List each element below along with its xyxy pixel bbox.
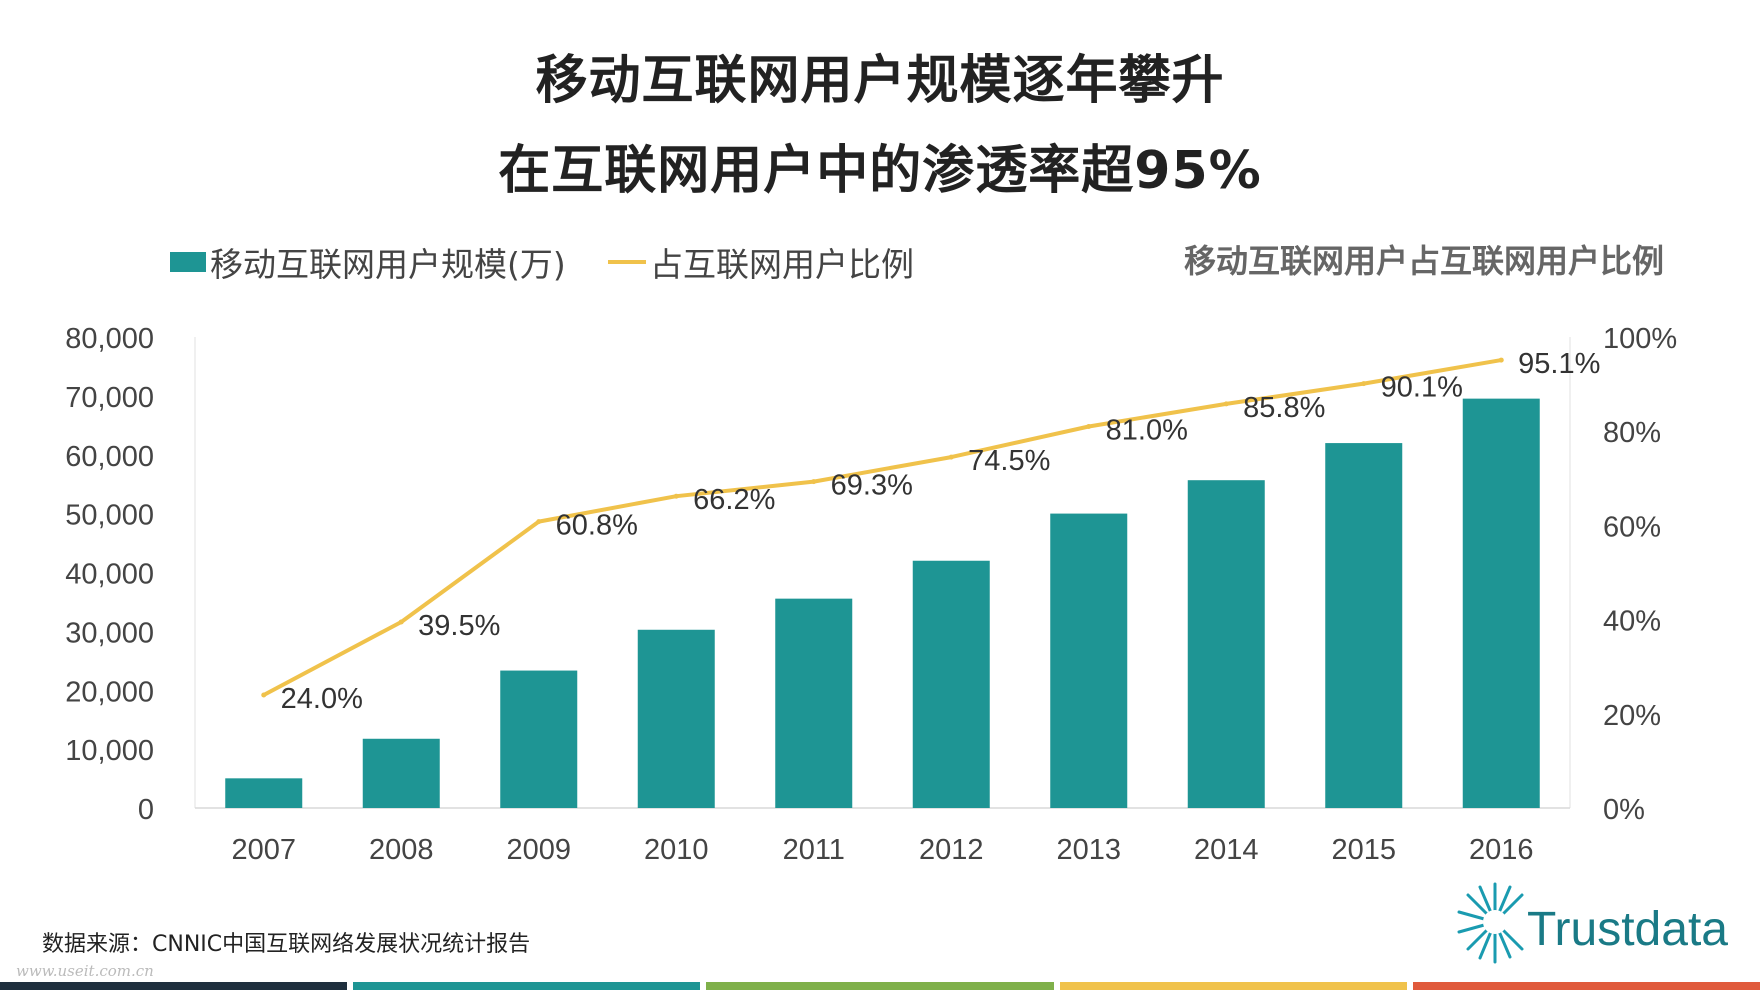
line-data-label: 95.1% (1518, 348, 1600, 380)
bar-2012 (912, 560, 990, 808)
y-right-tick-label: 100% (1603, 323, 1677, 355)
x-tick-label: 2008 (369, 834, 434, 866)
penetration-line (262, 358, 1502, 697)
footer-strip-segment (353, 982, 701, 990)
line-data-label: 74.5% (968, 445, 1050, 477)
footer-color-strip (0, 982, 1760, 990)
combo-chart: 0 10,000 20,000 30,000 40,000 50,000 60,000 70,… (65, 323, 1677, 866)
y-left-tick-label: 10,000 (65, 735, 154, 767)
line-point-2013 (1086, 423, 1092, 429)
x-tick-label: 2015 (1331, 834, 1396, 866)
x-tick-label: 2010 (644, 834, 709, 866)
watermark: www.useit.com.cn (16, 962, 154, 980)
bar-2013 (1050, 513, 1128, 808)
y-right-tick-label: 0% (1603, 794, 1645, 826)
line-point-2009 (536, 519, 542, 525)
line-data-label: 60.8% (556, 510, 638, 542)
line-point-2015 (1361, 381, 1367, 387)
legend-bar-label: 移动互联网用户规模(万) (210, 245, 566, 284)
y-left-tick-label: 60,000 (65, 441, 154, 473)
footer-strip-segment (0, 982, 348, 990)
footer-strip-segment (706, 982, 1054, 990)
bar-2010 (637, 629, 715, 808)
y-left-tick-label: 50,000 (65, 500, 154, 532)
sunburst-icon (1457, 882, 1524, 964)
line-data-label: 90.1% (1381, 372, 1463, 404)
y-right-tick-label: 40% (1603, 606, 1661, 638)
bar-2009 (500, 670, 578, 808)
line-data-label: 24.0% (281, 683, 363, 715)
bar-2014 (1187, 480, 1265, 808)
footer-strip-segment (1059, 982, 1407, 990)
bar-2011 (775, 598, 853, 808)
logo-text: Trustdata (1527, 903, 1728, 956)
legend-item-bar: 移动互联网用户规模(万) (170, 238, 566, 286)
line-data-label: 66.2% (693, 484, 775, 516)
line-point-2014 (1223, 401, 1229, 407)
y-right-tick-label: 20% (1603, 700, 1661, 732)
bar-2008 (362, 738, 440, 808)
x-tick-label: 2011 (783, 834, 845, 866)
y-left-tick-label: 70,000 (65, 382, 154, 414)
x-tick-label: 2009 (506, 834, 571, 866)
legend-line-label: 占互联网用户比例 (650, 245, 914, 284)
right-axis-title: 移动互联网用户占互联网用户比例 (1183, 242, 1664, 280)
line-point-2016 (1498, 357, 1504, 363)
line-data-label: 69.3% (831, 470, 913, 502)
line-data-label: 85.8% (1243, 392, 1325, 424)
legend-item-line: 占互联网用户比例 (608, 238, 914, 286)
legend-bar-swatch (170, 252, 206, 272)
bar-2015 (1325, 443, 1403, 808)
chart-title-line-1: 移动互联网用户规模逐年攀升 (535, 51, 1225, 111)
y-right-tick-label: 60% (1603, 511, 1661, 543)
chart-title-line-2: 在互联网用户中的渗透率超95% (498, 141, 1262, 201)
line-point-2012 (948, 454, 954, 460)
bar-2016 (1462, 398, 1540, 808)
x-tick-label: 2014 (1194, 834, 1259, 866)
line-point-2007 (261, 692, 267, 698)
x-tick-label: 2013 (1056, 834, 1121, 866)
footer-strip-segment (1412, 982, 1760, 990)
x-tick-label: 2007 (231, 834, 296, 866)
bar-2007 (225, 778, 303, 808)
x-tick-label: 2016 (1469, 834, 1534, 866)
y-left-tick-label: 40,000 (65, 559, 154, 591)
y-left-tick-label: 30,000 (65, 617, 154, 649)
line-point-2011 (811, 479, 817, 485)
y-right-tick-label: 80% (1603, 417, 1661, 449)
trustdata-logo: Trustdata (1455, 872, 1745, 972)
line-point-2008 (398, 619, 404, 625)
y-left-tick-label: 20,000 (65, 676, 154, 708)
data-source-note: 数据来源：CNNIC中国互联网络发展状况统计报告 (42, 932, 531, 957)
line-data-label: 81.0% (1106, 414, 1188, 446)
legend-line-swatch (608, 260, 646, 264)
x-tick-label: 2012 (919, 834, 984, 866)
y-left-tick-label: 0 (138, 794, 154, 826)
line-data-label: 39.5% (418, 610, 500, 642)
y-left-tick-label: 80,000 (65, 323, 154, 355)
line-point-2010 (673, 493, 679, 499)
